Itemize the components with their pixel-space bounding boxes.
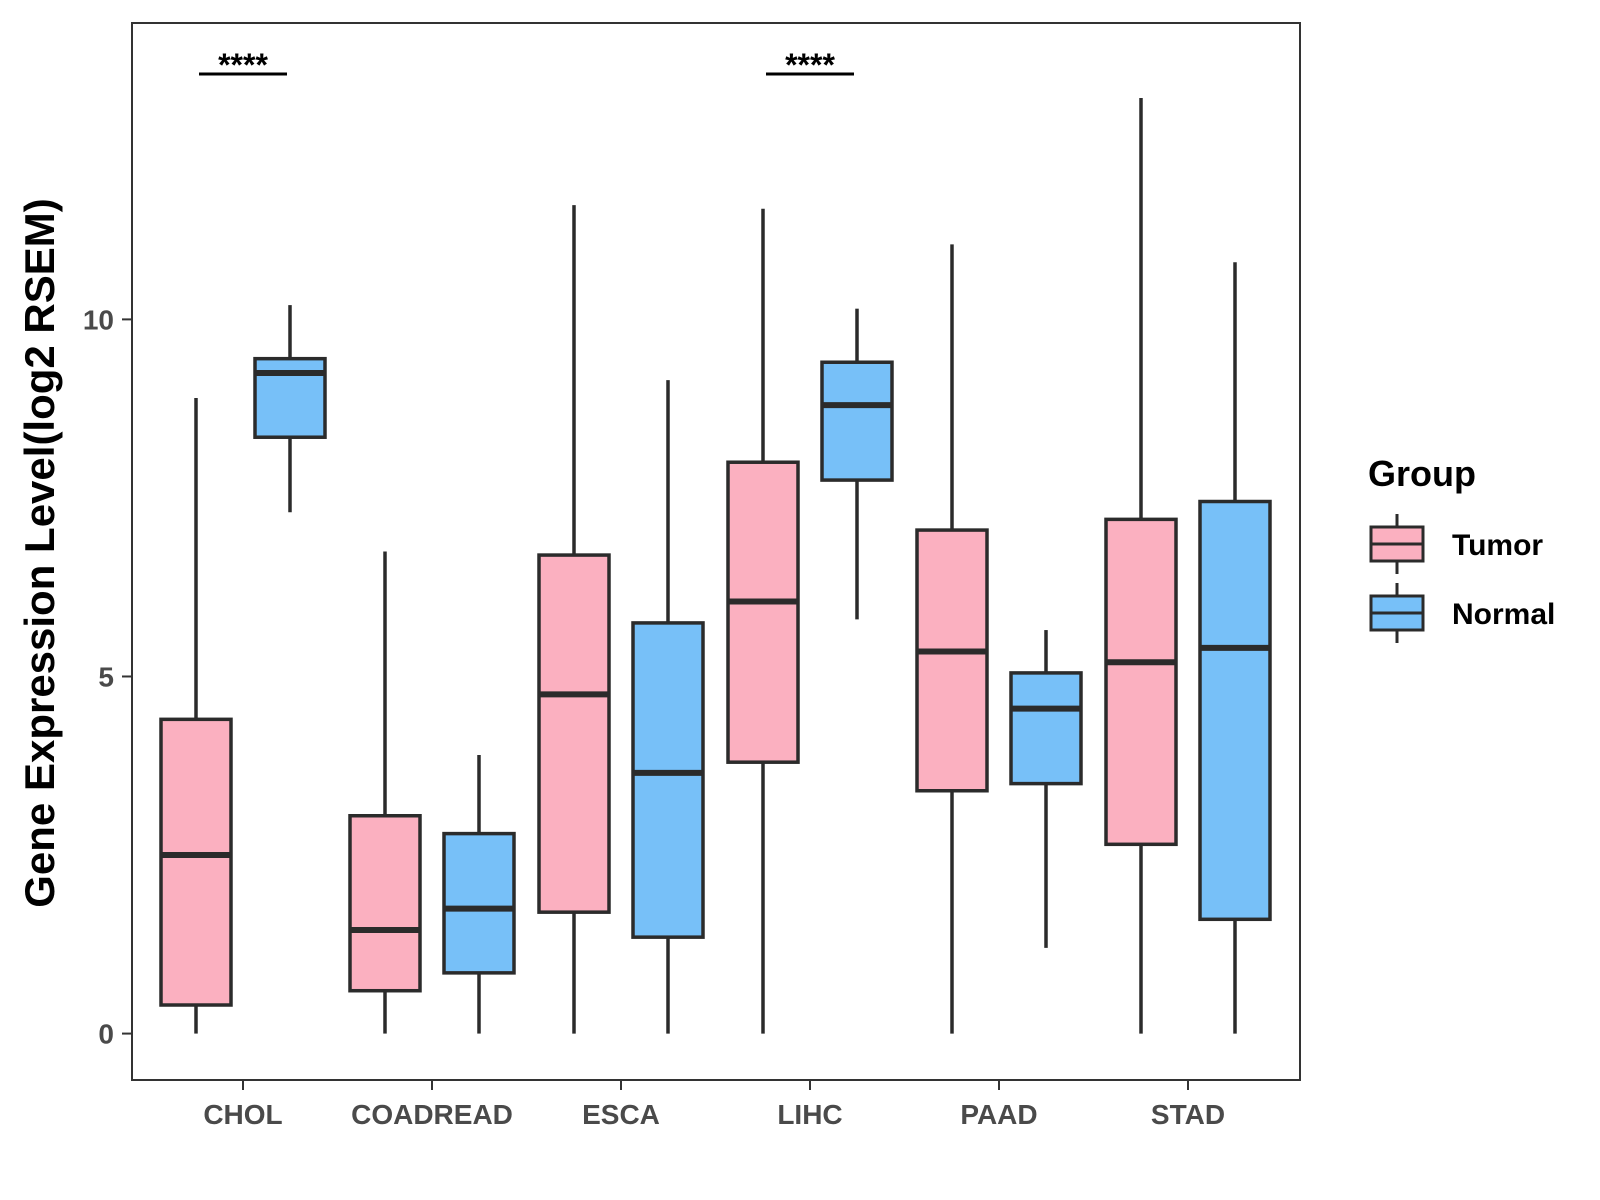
x-tick-label-paad: PAAD xyxy=(960,1099,1037,1130)
x-tick-label-esca: ESCA xyxy=(582,1099,660,1130)
x-tick-label-lihc: LIHC xyxy=(777,1099,842,1130)
box-body xyxy=(159,717,233,1007)
box-body xyxy=(442,831,516,975)
box-layer xyxy=(159,97,1272,1034)
box-normal-coadread xyxy=(442,755,516,1034)
y-tick-label: 0 xyxy=(98,1019,114,1050)
box-tumor-stad xyxy=(1104,97,1178,1034)
box-body xyxy=(1104,517,1178,847)
x-tick-label-stad: STAD xyxy=(1151,1099,1225,1130)
significance-label: **** xyxy=(785,47,835,83)
legend: Group Tumor Normal xyxy=(1368,453,1555,643)
x-axis: CHOL COADREAD ESCA LIHC PAAD STAD xyxy=(203,1080,1225,1130)
box-tumor-coadread xyxy=(348,551,422,1034)
y-tick-label: 10 xyxy=(83,304,114,335)
box-body xyxy=(726,460,800,764)
legend-item-normal: Normal xyxy=(1369,583,1555,643)
y-tick-label: 5 xyxy=(98,661,114,692)
legend-label-tumor: Tumor xyxy=(1452,529,1543,562)
x-tick-label-coadread: COADREAD xyxy=(351,1099,513,1130)
legend-title: Group xyxy=(1368,453,1476,494)
box-normal-chol xyxy=(253,305,327,513)
box-body xyxy=(348,814,422,993)
y-axis: 0 5 10 xyxy=(83,304,132,1050)
box-normal-stad xyxy=(1198,262,1272,1034)
significance-label: **** xyxy=(218,47,268,83)
significance-lihc: **** xyxy=(766,47,854,83)
y-axis-label: Gene Expression Level(log2 RSEM) xyxy=(16,198,63,908)
box-normal-lihc xyxy=(820,308,894,620)
box-body xyxy=(915,528,989,793)
x-tick-label-chol: CHOL xyxy=(203,1099,282,1130)
box-tumor-esca xyxy=(537,205,611,1034)
legend-label-normal: Normal xyxy=(1452,598,1555,631)
legend-items: Tumor Normal xyxy=(1369,514,1555,643)
box-body xyxy=(537,553,611,914)
box-tumor-chol xyxy=(159,397,233,1034)
box-normal-paad xyxy=(1009,630,1083,948)
box-normal-esca xyxy=(631,380,705,1034)
box-tumor-lihc xyxy=(726,208,800,1034)
significance-annotations: **** **** xyxy=(199,47,854,83)
box-body xyxy=(1198,499,1272,922)
box-tumor-paad xyxy=(915,244,989,1034)
legend-item-tumor: Tumor xyxy=(1369,514,1543,574)
box-body xyxy=(820,360,894,482)
box-body xyxy=(1009,671,1083,786)
significance-chol: **** xyxy=(199,47,287,83)
box-body xyxy=(631,621,705,939)
